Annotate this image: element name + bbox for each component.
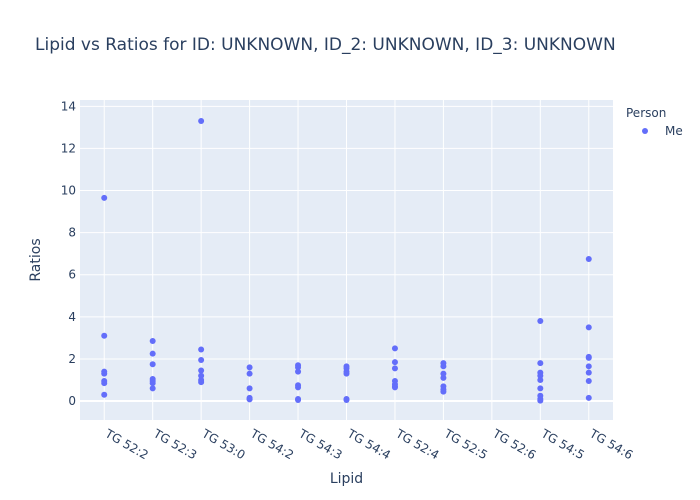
y-tick-label: 10 <box>61 184 76 198</box>
data-point[interactable] <box>537 397 544 404</box>
y-tick-label: 2 <box>68 352 76 366</box>
data-point[interactable] <box>295 364 302 371</box>
data-point[interactable] <box>537 360 544 367</box>
data-point[interactable] <box>343 397 350 403</box>
x-tick-label: TG 54:2 <box>247 426 296 462</box>
legend-label[interactable]: Me <box>665 124 683 138</box>
x-tick-label: TG 54:3 <box>296 426 345 462</box>
data-point[interactable] <box>391 345 398 352</box>
x-tick-label: TG 54:4 <box>344 426 393 462</box>
data-point[interactable] <box>101 332 108 339</box>
data-point[interactable] <box>101 380 108 387</box>
data-point[interactable] <box>537 385 544 392</box>
data-point[interactable] <box>295 368 302 375</box>
data-point[interactable] <box>295 384 302 391</box>
data-point[interactable] <box>198 118 205 125</box>
data-point[interactable] <box>585 363 592 370</box>
data-point[interactable] <box>440 370 447 377</box>
data-point[interactable] <box>585 324 592 331</box>
data-point[interactable] <box>149 338 156 345</box>
x-tick-label: TG 52:5 <box>441 426 490 462</box>
data-point[interactable] <box>198 379 205 386</box>
data-point[interactable] <box>585 369 592 376</box>
data-point[interactable] <box>343 370 350 377</box>
data-point[interactable] <box>585 394 592 401</box>
data-point[interactable] <box>198 346 205 353</box>
y-axis-ticks: 0 2 4 6 8 10 12 14 <box>61 99 76 408</box>
data-point[interactable] <box>391 384 398 391</box>
data-point[interactable] <box>149 350 156 357</box>
data-point[interactable] <box>101 370 108 377</box>
data-point[interactable] <box>585 378 592 385</box>
data-point[interactable] <box>246 364 253 371</box>
x-tick-label: TG 53:0 <box>199 426 248 462</box>
legend-title: Person <box>626 106 666 120</box>
data-point[interactable] <box>391 359 398 366</box>
data-point[interactable] <box>585 255 592 262</box>
data-point[interactable] <box>246 385 253 392</box>
data-point[interactable] <box>198 357 205 363</box>
legend-marker[interactable] <box>642 128 648 134</box>
data-point[interactable] <box>149 380 156 387</box>
data-point[interactable] <box>585 354 592 361</box>
data-point[interactable] <box>440 388 447 395</box>
data-point[interactable] <box>198 367 205 374</box>
data-point[interactable] <box>246 370 253 377</box>
data-point[interactable] <box>101 391 108 398</box>
y-tick-label: 6 <box>68 268 76 282</box>
legend[interactable]: Person Me <box>626 106 683 138</box>
data-point[interactable] <box>246 396 253 403</box>
data-point[interactable] <box>537 318 544 325</box>
x-tick-label: TG 52:6 <box>489 426 538 462</box>
x-tick-label: TG 52:4 <box>393 426 442 462</box>
data-point[interactable] <box>149 361 156 368</box>
y-tick-label: 12 <box>61 141 76 155</box>
y-tick-label: 4 <box>68 310 76 324</box>
x-tick-label: TG 52:2 <box>102 426 151 462</box>
chart-title: Lipid vs Ratios for ID: UNKNOWN, ID_2: U… <box>35 35 616 55</box>
data-point[interactable] <box>391 365 398 372</box>
data-point[interactable] <box>101 194 108 201</box>
y-tick-label: 8 <box>68 226 76 240</box>
data-point[interactable] <box>295 397 302 403</box>
data-point[interactable] <box>537 377 544 383</box>
data-point[interactable] <box>149 385 156 392</box>
x-axis-title: Lipid <box>330 471 363 487</box>
data-point[interactable] <box>440 374 447 381</box>
x-tick-label: TG 54:6 <box>586 426 635 462</box>
data-point[interactable] <box>537 372 544 379</box>
x-tick-label: TG 54:5 <box>538 426 587 462</box>
data-point[interactable] <box>198 372 205 379</box>
x-axis-ticks: TG 52:2 TG 52:3 TG 53:0 TG 54:2 TG 54:3 TG 54… <box>102 426 635 462</box>
x-tick-label: TG 52:3 <box>150 426 199 462</box>
y-tick-label: 0 <box>68 394 76 408</box>
data-point[interactable] <box>440 363 447 370</box>
data-points <box>101 118 592 404</box>
y-tick-label: 14 <box>61 99 76 113</box>
y-axis-title: Ratios <box>28 238 44 281</box>
